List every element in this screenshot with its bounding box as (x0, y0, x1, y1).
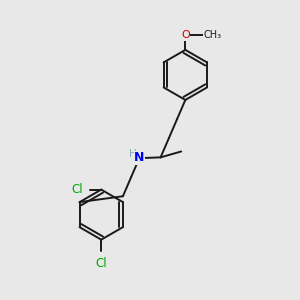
Text: Cl: Cl (95, 257, 107, 270)
Text: N: N (134, 152, 145, 164)
Text: Cl: Cl (71, 183, 83, 196)
Text: H: H (129, 149, 137, 159)
Text: CH₃: CH₃ (204, 30, 222, 40)
Text: O: O (181, 30, 190, 40)
